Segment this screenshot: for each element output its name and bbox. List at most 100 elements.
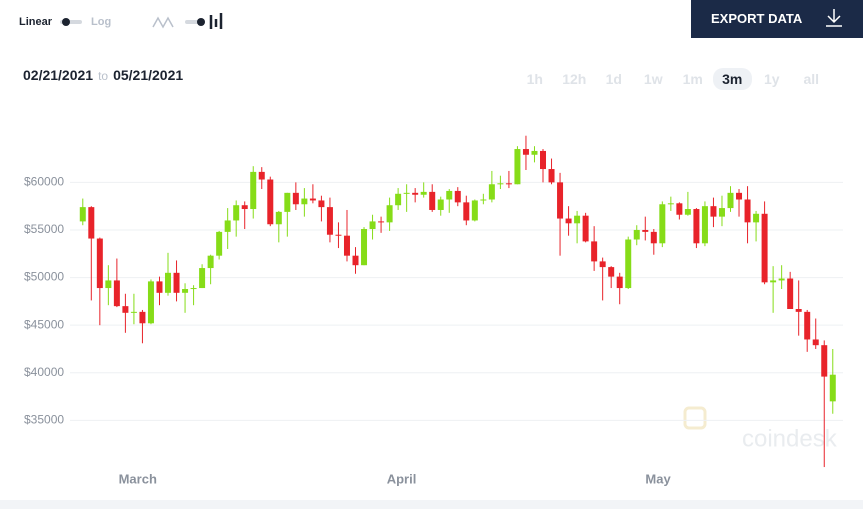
candle-body xyxy=(463,202,470,221)
candle-body xyxy=(804,311,811,340)
candle-body xyxy=(531,150,538,155)
candle-body xyxy=(335,234,342,236)
range-button[interactable]: 1d xyxy=(605,71,622,87)
candle-body xyxy=(122,306,129,313)
candle-body xyxy=(795,308,802,312)
download-icon[interactable] xyxy=(824,8,844,28)
candle-body xyxy=(79,207,86,222)
candle-body xyxy=(369,221,376,230)
candle-body xyxy=(156,281,163,293)
candle-body xyxy=(701,206,708,244)
candle-body xyxy=(165,272,172,293)
candle-body xyxy=(599,261,606,268)
x-tick-label: May xyxy=(645,471,671,486)
type-toggle-knob[interactable] xyxy=(197,18,205,26)
candle-body xyxy=(250,171,257,210)
candle-body xyxy=(829,374,836,402)
candle-body xyxy=(608,267,615,277)
candle-body xyxy=(309,198,316,201)
candle-body xyxy=(693,209,700,244)
candle-body xyxy=(710,206,717,217)
candle-body xyxy=(727,192,734,209)
candle-body xyxy=(326,207,333,235)
y-tick-label: $50000 xyxy=(24,270,64,284)
candle-body xyxy=(744,199,751,223)
y-tick-label: $35000 xyxy=(24,413,64,427)
watermark-logo xyxy=(683,406,707,430)
candle-body xyxy=(386,205,393,223)
candle-body xyxy=(812,339,819,346)
candle-body xyxy=(650,231,657,244)
date-to-word: to xyxy=(98,69,109,83)
y-tick-label: $60000 xyxy=(24,175,64,189)
candle-body xyxy=(505,183,512,185)
range-button[interactable]: 1y xyxy=(763,71,780,87)
candle-body xyxy=(770,280,777,283)
candle-body xyxy=(113,280,120,307)
candle-body xyxy=(199,268,206,289)
candle-body xyxy=(446,190,453,200)
range-button[interactable]: 1h xyxy=(526,71,543,87)
candle-body xyxy=(361,229,368,266)
date-from[interactable]: 02/21/2021 xyxy=(23,67,94,83)
candle-body xyxy=(343,235,350,256)
linear-label[interactable]: Linear xyxy=(19,16,53,28)
candle-body xyxy=(821,345,828,377)
candle-body xyxy=(147,281,154,324)
candle-body xyxy=(488,184,495,200)
x-tick-label: April xyxy=(387,471,417,486)
candle-body xyxy=(778,278,785,281)
export-label[interactable]: EXPORT DATA xyxy=(711,11,803,26)
y-tick-label: $55000 xyxy=(24,222,64,236)
candle-body xyxy=(275,211,282,225)
candle-body xyxy=(130,311,137,313)
candle-body xyxy=(301,198,308,205)
candle-body xyxy=(591,241,598,262)
candle-body xyxy=(182,289,189,293)
range-buttons: 1h 12h 1d 1w 1m 3m 1y all xyxy=(515,68,831,90)
log-label[interactable]: Log xyxy=(91,16,112,28)
candle-body xyxy=(207,255,214,269)
watermark: coindesk xyxy=(742,425,838,452)
candle-body xyxy=(753,213,760,223)
candle-body xyxy=(718,208,725,217)
candle-body xyxy=(241,205,248,210)
range-button[interactable]: 1m xyxy=(682,71,703,87)
candle-body xyxy=(736,192,743,200)
footer-strip xyxy=(0,500,863,509)
candle-body xyxy=(480,199,487,201)
range-button[interactable]: 1w xyxy=(643,71,663,87)
candle-body xyxy=(633,229,640,240)
candle-body xyxy=(761,213,768,283)
candle-body xyxy=(412,192,419,195)
candle-body xyxy=(395,193,402,206)
candle-body xyxy=(216,231,223,256)
candle-body xyxy=(190,288,197,290)
candle-body xyxy=(548,169,555,183)
candle-body xyxy=(471,200,478,221)
candle-body xyxy=(676,203,683,215)
candle-body xyxy=(437,199,444,210)
candle-body xyxy=(403,192,410,194)
range-button[interactable]: 3m xyxy=(712,68,752,90)
plot-area: $35000 $40000 $45000 $50000 $55000 $60000 Marc… xyxy=(24,135,843,486)
candle-body xyxy=(454,190,461,203)
candle-body xyxy=(88,207,95,239)
candle-body xyxy=(420,191,427,195)
date-to[interactable]: 05/21/2021 xyxy=(113,67,184,83)
candle-body xyxy=(284,192,291,212)
range-button[interactable]: 12h xyxy=(562,71,587,87)
candle-body xyxy=(292,192,299,205)
line-icon[interactable] xyxy=(152,16,174,29)
scale-toggle-knob[interactable] xyxy=(62,18,70,26)
candle-body xyxy=(224,220,231,232)
candle-body xyxy=(514,149,521,185)
candle-body xyxy=(267,179,274,225)
range-button[interactable]: all xyxy=(803,71,820,87)
candle-body xyxy=(540,150,547,170)
export-button[interactable]: EXPORT DATA xyxy=(691,0,863,38)
candle-icon[interactable] xyxy=(209,13,223,29)
candle-body xyxy=(574,215,581,224)
